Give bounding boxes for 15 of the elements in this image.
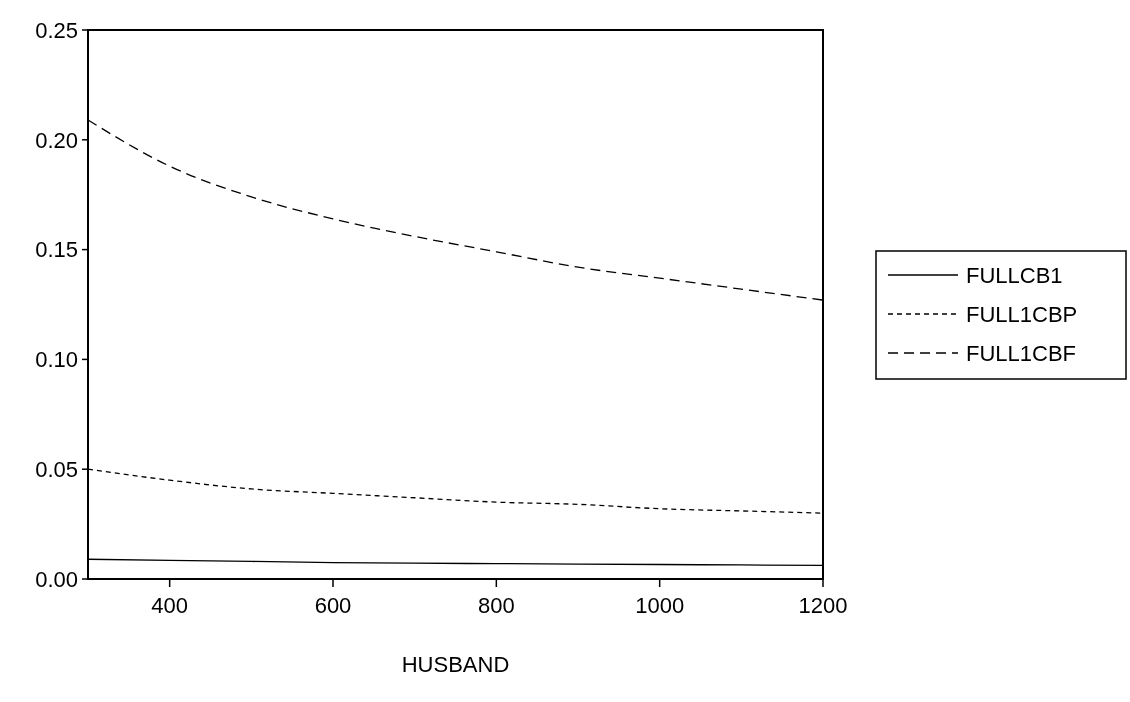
legend-label: FULL1CBF bbox=[966, 340, 1077, 366]
x-axis-title: HUSBAND bbox=[401, 652, 510, 677]
y-tick-label: 0.10 bbox=[35, 347, 78, 373]
legend-label: FULLCB1 bbox=[966, 262, 1063, 288]
y-tick-label: 0.15 bbox=[35, 237, 78, 263]
x-tick-label: 800 bbox=[477, 593, 515, 618]
y-tick-label: 0.25 bbox=[35, 17, 78, 43]
legend-label: FULL1CBP bbox=[966, 301, 1078, 327]
x-tick-label: 1200 bbox=[798, 593, 848, 618]
x-tick-label: 400 bbox=[151, 593, 189, 618]
y-tick-label: 0.05 bbox=[35, 456, 78, 482]
y-tick-label: 0.00 bbox=[35, 566, 78, 592]
x-tick-label: 1000 bbox=[635, 593, 685, 618]
y-tick-label: 0.20 bbox=[35, 127, 78, 153]
x-tick-label: 600 bbox=[314, 593, 352, 618]
